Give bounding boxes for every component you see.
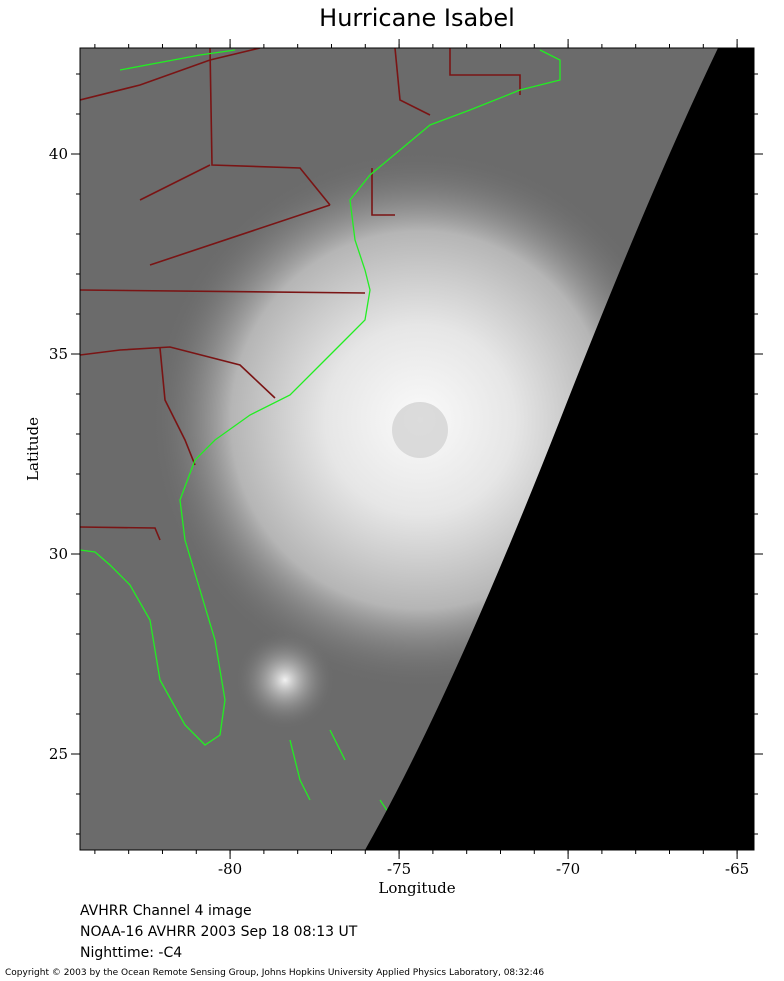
y-tick-label: 25 [49,745,68,763]
x-tick-label: -80 [218,860,242,878]
x-tick-label: -75 [387,860,411,878]
y-tick-label: 35 [49,345,68,363]
x-tick-label: -70 [556,860,580,878]
caption-line: AVHRR Channel 4 image [80,903,252,919]
x-axis-label: Longitude [378,879,455,897]
title: Hurricane Isabel [319,4,515,32]
caption-line: Nighttime: -C4 [80,945,182,961]
y-axis-label: Latitude [24,417,42,481]
map-frame [79,47,755,851]
y-tick-label: 40 [49,145,68,163]
caption-line: NOAA-16 AVHRR 2003 Sep 18 08:13 UT [80,924,358,940]
x-tick-label: -65 [725,860,749,878]
copyright: Copyright © 2003 by the Ocean Remote Sen… [5,968,544,978]
y-tick-label: 30 [49,545,68,563]
satellite-image [80,48,754,850]
